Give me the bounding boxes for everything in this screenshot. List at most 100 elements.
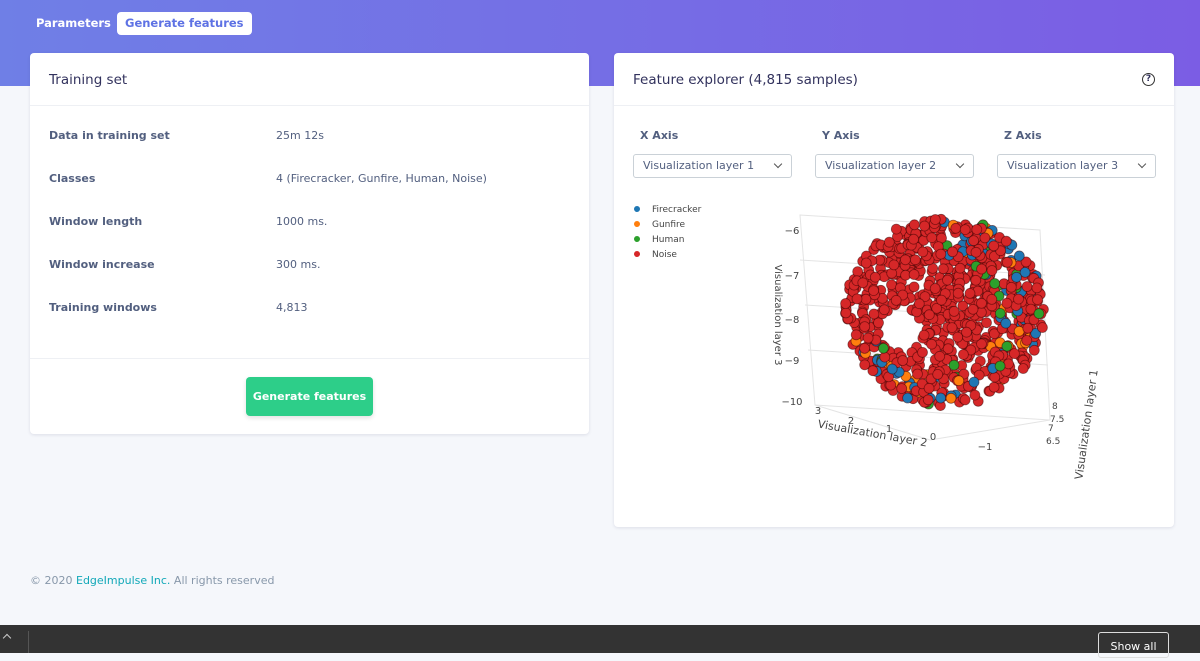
row-label: Classes — [49, 172, 96, 185]
scatter-point — [936, 294, 947, 306]
scatter-point — [1020, 256, 1032, 268]
legend-dot — [634, 221, 640, 227]
scatter-point — [935, 392, 947, 404]
legend-dot — [634, 206, 640, 212]
axis-label: X Axis — [640, 129, 679, 142]
scatter-point — [1017, 363, 1029, 374]
axis-select[interactable]: Visualization layer 2 — [815, 154, 974, 178]
scatter-point — [994, 307, 1006, 319]
scatter-point — [976, 297, 987, 309]
divider — [614, 105, 1174, 106]
legend-label: Gunfire — [652, 220, 686, 230]
scatter-point — [1000, 317, 1012, 329]
axis-select[interactable]: Visualization layer 1 — [633, 154, 792, 178]
scatter-point — [986, 293, 998, 305]
help-icon[interactable]: ? — [1142, 73, 1155, 86]
tab-active[interactable]: Generate features — [117, 12, 252, 35]
y-tick-label: −1 — [978, 442, 993, 453]
x-tick-label: 8 — [1052, 402, 1058, 412]
scatter-point — [923, 309, 935, 321]
scatter-point — [1037, 322, 1048, 333]
z-tick-label: −9 — [785, 356, 800, 367]
scatter-point — [950, 222, 962, 234]
z-tick-label: −7 — [785, 271, 800, 282]
download-bar: Show all — [0, 625, 1200, 658]
scatter-point — [886, 363, 898, 375]
scatter-point — [896, 383, 908, 394]
scatter-point — [868, 308, 880, 320]
divider — [30, 358, 589, 359]
scatter-point — [1011, 271, 1022, 283]
scatter-point — [1033, 308, 1045, 320]
scatter-point — [1021, 281, 1033, 292]
tab[interactable]: Parameters — [36, 16, 111, 30]
row-value: 1000 ms. — [276, 215, 328, 228]
scatter-point — [1013, 250, 1025, 262]
card-title: Feature explorer (4,815 samples) — [633, 72, 858, 88]
scatter-point — [970, 274, 982, 286]
scatter-point — [918, 329, 930, 341]
scatter-point — [857, 277, 869, 289]
scatter-point — [932, 368, 944, 380]
scatter-point — [922, 394, 934, 406]
scatter-point — [942, 343, 954, 355]
scatter-point — [948, 305, 960, 317]
scatter-point — [859, 342, 870, 354]
scatter-point — [976, 338, 987, 350]
company-link[interactable]: EdgeImpulse Inc. — [76, 574, 171, 587]
scatter-point — [976, 263, 987, 275]
scatter-point — [1001, 340, 1013, 352]
scatter-point — [851, 293, 863, 305]
generate-button[interactable]: Generate features — [246, 377, 373, 416]
scatter-point — [869, 271, 881, 283]
copyright: © 2020 — [30, 574, 73, 587]
scatter-point — [1028, 344, 1040, 356]
legend-label: Human — [652, 235, 684, 245]
scatter-point — [900, 254, 911, 266]
scatter-point — [952, 331, 964, 343]
rights: All rights reserved — [173, 574, 275, 587]
scatter-point — [860, 293, 872, 305]
legend: Firecracker Gunfire Human Noise — [634, 205, 702, 260]
scatter-point — [934, 350, 946, 362]
axis-select[interactable]: Visualization layer 3 — [997, 154, 1156, 178]
scatter-point — [883, 236, 895, 248]
row-label: Training windows — [49, 301, 157, 314]
y-tick-label: 0 — [930, 432, 936, 443]
legend-dot — [634, 251, 640, 257]
y-tick-label: 2 — [848, 416, 854, 427]
row-label: Data in training set — [49, 129, 170, 142]
scatter-point — [1005, 281, 1017, 293]
scatter-point — [959, 224, 971, 236]
scatter-point — [878, 342, 889, 354]
row-value: 4 (Firecracker, Gunfire, Human, Noise) — [276, 172, 487, 185]
scatter-point — [988, 381, 1000, 393]
chevron[interactable] — [2, 633, 12, 643]
scatter-point — [948, 359, 960, 371]
scatter-point — [902, 392, 913, 404]
scatter-point — [952, 287, 964, 299]
y-tick-label: 3 — [815, 406, 821, 417]
scatter-point — [953, 375, 965, 387]
scatter-point — [1025, 303, 1037, 315]
scatter-point — [968, 235, 979, 247]
legend-dot — [634, 236, 640, 242]
scatter-point — [862, 332, 874, 344]
scatter-point — [878, 304, 890, 316]
show-all-button[interactable]: Show all — [1098, 632, 1169, 658]
scatter-point — [919, 291, 931, 303]
scatter-point — [890, 223, 902, 235]
legend-label: Noise — [652, 250, 677, 260]
scatter-point — [1001, 256, 1013, 268]
scatter-point — [859, 321, 871, 333]
x-tick-label: 6.5 — [1046, 437, 1060, 447]
scatter-point — [964, 287, 976, 299]
z-tick-label: −10 — [781, 397, 802, 408]
axis-label: Y Axis — [822, 129, 860, 142]
card-title: Training set — [49, 72, 128, 88]
scatter-point — [890, 294, 902, 306]
scatter-point — [958, 349, 969, 360]
scatter-point — [967, 303, 979, 315]
scatter-point — [957, 300, 969, 312]
